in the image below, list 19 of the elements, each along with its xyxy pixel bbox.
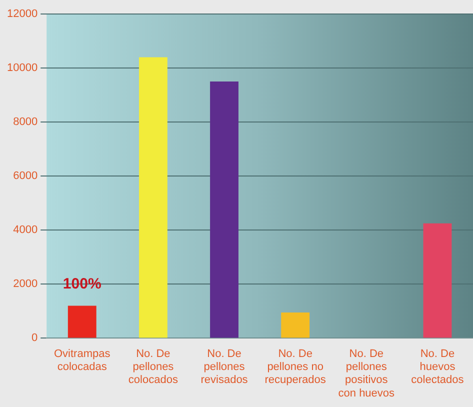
- bar: [138, 57, 168, 338]
- x-tick-label: No. De pellones positivos con huevos: [338, 348, 396, 400]
- x-tick-label: No. De pellones revisados: [200, 348, 248, 386]
- bar: [210, 82, 238, 338]
- x-tick-label: No. De huevos colectados: [411, 348, 464, 386]
- y-tick-label: 2000: [13, 278, 38, 290]
- x-tick-label: No. De pellones no recuperados: [264, 348, 326, 386]
- y-tick-label: 6000: [13, 170, 38, 182]
- y-tick-label: 10000: [6, 62, 38, 74]
- bar: [423, 223, 452, 338]
- y-tick-label: 8000: [13, 116, 38, 128]
- annotation: 100%: [62, 275, 102, 292]
- y-tick-label: 0: [31, 332, 38, 344]
- bar: [281, 312, 310, 338]
- x-tick-label: No. De pellones colocados: [128, 348, 178, 386]
- y-tick-label: 12000: [6, 8, 38, 20]
- y-tick-label: 4000: [13, 224, 38, 236]
- x-tick-label: Ovitrampas colocadas: [54, 348, 111, 374]
- bar: [68, 306, 96, 338]
